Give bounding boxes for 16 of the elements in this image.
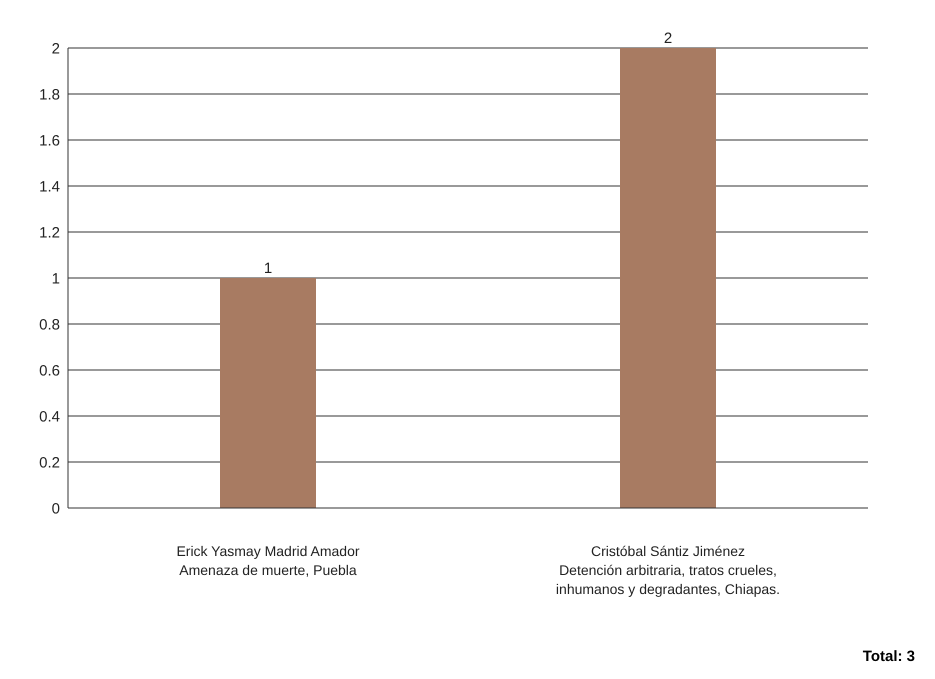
- x-tick-label: Cristóbal Sántiz Jiménez Detención arbitraria, tratos crueles, inhumanos y degradantes, Chiapas.: [556, 543, 780, 597]
- y-tick-label: 0.2: [39, 454, 60, 472]
- x-tick-label: Erick Yasmay Madrid Amador Amenaza de muerte, Puebla: [176, 543, 360, 578]
- data-label: 1: [264, 260, 272, 277]
- y-tick-label: 1.4: [39, 178, 60, 196]
- data-label: 2: [664, 30, 672, 47]
- text: Total: 3: [862, 648, 915, 665]
- y-tick-label: 0: [52, 500, 60, 518]
- y-tick-label: 1: [52, 270, 60, 288]
- y-tick-label: 0.6: [39, 362, 60, 380]
- y-tick-label: 0.4: [39, 408, 60, 426]
- y-tick-label: 1.8: [39, 86, 60, 104]
- y-tick-label: 1.6: [39, 132, 60, 150]
- y-tick-label: 0.8: [39, 316, 60, 334]
- y-tick-label: 1.2: [39, 224, 60, 242]
- y-tick-label: 2: [52, 40, 60, 58]
